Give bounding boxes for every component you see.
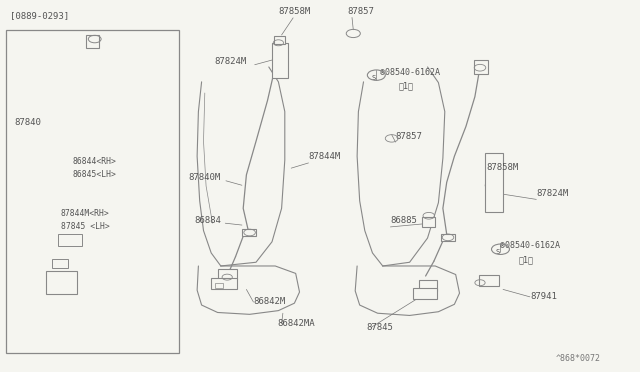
Text: 86842MA: 86842MA [277,319,315,328]
Text: 87857: 87857 [348,7,374,16]
Bar [413,288,437,299]
Text: 87845 <LH>: 87845 <LH> [61,222,109,231]
Bar [86,35,99,48]
Text: 86885: 86885 [390,216,417,225]
Bar [272,43,288,78]
Bar [479,275,499,286]
Text: 86884: 86884 [194,216,221,225]
Text: 87858M: 87858M [278,7,310,16]
Bar [211,278,237,289]
Bar [274,36,285,44]
Text: 87941: 87941 [530,292,557,301]
Text: 87857: 87857 [395,132,422,141]
Text: 〈1〉: 〈1〉 [518,255,533,264]
Text: 86842M: 86842M [253,297,285,306]
Text: S: S [496,249,500,255]
Text: 87844M<RH>: 87844M<RH> [61,209,109,218]
Bar [422,217,435,227]
Bar [485,153,503,212]
Text: 87844M: 87844M [308,152,340,161]
Text: 87858M: 87858M [486,163,518,172]
Bar [46,271,77,294]
Bar [58,234,82,246]
Text: ^868*0072: ^868*0072 [556,354,600,363]
Text: [0889-0293]: [0889-0293] [10,12,69,20]
Text: 86844<RH>: 86844<RH> [72,157,116,166]
Text: 87824M: 87824M [214,57,246,66]
Bar [6,30,179,353]
Text: 87840: 87840 [14,118,41,127]
Text: ®08540-6162A: ®08540-6162A [380,68,440,77]
Text: 87824M: 87824M [536,189,568,198]
Bar [52,259,68,268]
Bar [474,60,488,74]
Text: 87845: 87845 [366,323,393,332]
Bar [218,269,237,279]
Text: S: S [372,75,376,81]
Bar [242,229,256,236]
Text: 86845<LH>: 86845<LH> [72,170,116,179]
Bar [215,283,223,288]
Text: 〈1〉: 〈1〉 [399,82,413,91]
Text: 87840M: 87840M [188,173,220,182]
Bar [441,234,455,241]
Bar [419,280,437,291]
Text: ®08540-6162A: ®08540-6162A [500,241,561,250]
